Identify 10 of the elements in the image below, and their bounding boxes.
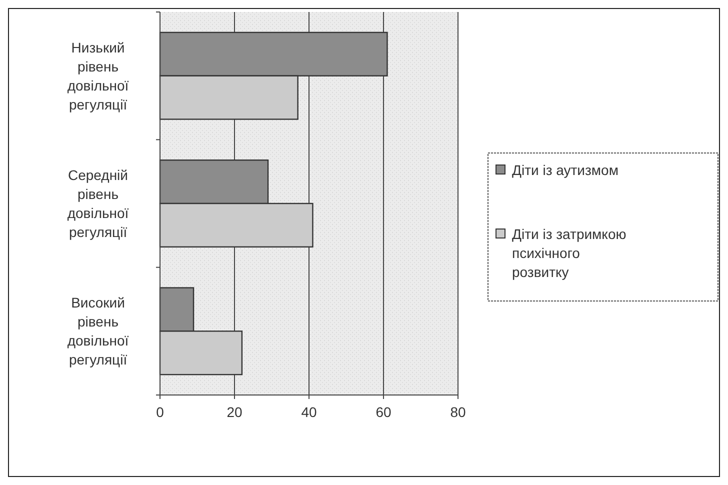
y-tick-label: Високий рівень довільної регуляції [67,294,129,368]
legend-label: Діти із аутизмом [512,162,618,178]
y-tick-label: Середній рівень довільної регуляції [67,167,129,240]
y-tick-label: Низький рівень довільної регуляції [67,39,129,112]
x-tick-label: 0 [156,404,164,420]
legend-label: Діти із затримкою психічного розвитку [512,226,626,280]
x-tick-label: 20 [226,404,242,420]
x-tick-label: 80 [450,404,466,420]
x-tick-label: 60 [376,404,392,420]
x-tick-label: 40 [301,404,317,420]
